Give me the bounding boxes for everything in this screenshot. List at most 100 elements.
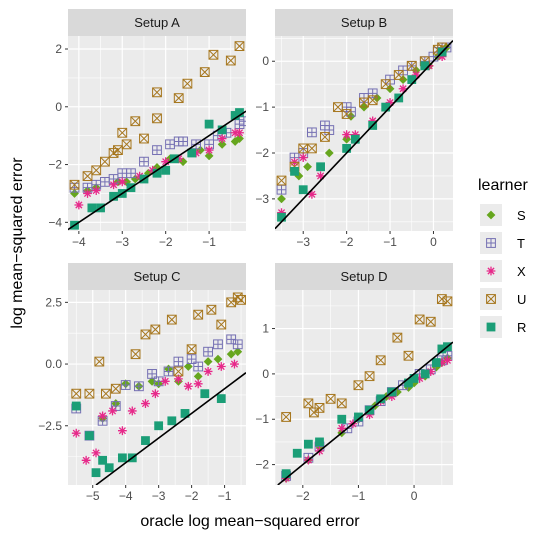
point-T [139, 156, 149, 167]
point-R [200, 389, 210, 399]
panel-strip [68, 263, 246, 290]
point-X [298, 153, 308, 162]
point-T [213, 339, 223, 350]
point-U [139, 133, 149, 144]
panel-strip [275, 9, 453, 36]
point-R [316, 162, 325, 172]
point-S [233, 347, 243, 357]
point-R [342, 144, 352, 153]
point-S [178, 157, 188, 167]
legend-marker-R [486, 322, 496, 332]
point-X [398, 84, 408, 94]
point-S [213, 354, 223, 364]
point-U [303, 398, 314, 409]
point-S [130, 174, 140, 184]
y-tick-label: −2 [255, 146, 269, 160]
point-R [437, 344, 447, 354]
point-U [91, 165, 102, 176]
point-X [316, 171, 325, 181]
point-R [409, 374, 419, 383]
point-T [193, 361, 204, 372]
points [69, 41, 246, 230]
point-T [163, 366, 174, 377]
point-X [216, 362, 226, 371]
point-R [167, 416, 177, 426]
panel-title: Setup B [341, 15, 387, 30]
panel-background [68, 290, 246, 485]
point-S [196, 145, 205, 155]
point-X [203, 367, 213, 376]
point-U [236, 294, 246, 305]
x-tick-label: −3 [296, 235, 310, 249]
point-U [380, 79, 391, 90]
point-U [425, 316, 436, 327]
y-tick-label: 1 [262, 322, 269, 336]
point-R [154, 421, 164, 431]
x-tick-label: −4 [119, 489, 133, 503]
point-U [353, 380, 364, 391]
points [71, 292, 246, 478]
point-U [152, 113, 162, 124]
point-X [342, 130, 352, 140]
point-R [277, 212, 286, 222]
point-U [101, 388, 111, 399]
point-U [121, 139, 132, 150]
point-S [193, 371, 203, 381]
point-X [109, 180, 118, 190]
point-X [127, 406, 137, 416]
point-X [71, 428, 81, 438]
point-R [117, 453, 127, 463]
point-T [147, 369, 157, 379]
point-T [178, 136, 188, 147]
point-S [217, 139, 227, 149]
x-tick-label: −1 [202, 235, 216, 249]
point-U [113, 145, 123, 156]
point-R [431, 358, 441, 367]
point-U [406, 60, 417, 71]
legend-item-S: S [480, 204, 526, 226]
point-R [91, 468, 101, 478]
legend-marker-T [486, 238, 496, 248]
x-tick-label: −4 [72, 235, 86, 249]
point-R [217, 125, 227, 135]
panel-background [68, 36, 246, 231]
point-X [117, 177, 127, 187]
y-tick-label: 2.5 [45, 295, 62, 309]
legend-label: R [517, 320, 526, 335]
point-U [173, 93, 184, 104]
point-X [117, 426, 127, 436]
point-X [108, 406, 117, 416]
point-R [235, 108, 244, 117]
point-U [333, 102, 343, 113]
point-X [91, 186, 101, 195]
y-tick-label: −4 [48, 215, 62, 229]
point-T [203, 346, 213, 357]
point-U [130, 116, 141, 127]
point-U [100, 156, 110, 167]
point-R [420, 369, 430, 379]
point-X [411, 70, 421, 80]
point-R [337, 414, 347, 424]
point-R [104, 463, 114, 473]
point-U [69, 179, 80, 190]
point-X [230, 359, 239, 369]
reference-line [275, 40, 453, 230]
x-tick-label: 0 [411, 489, 418, 503]
point-U [140, 329, 151, 340]
panel-strip [68, 9, 246, 36]
point-X [387, 392, 397, 401]
point-X [235, 128, 244, 138]
reference-line [277, 341, 453, 485]
point-U [216, 319, 227, 330]
point-U [234, 41, 245, 52]
point-U [276, 175, 287, 186]
point-R [315, 437, 324, 447]
panel-3: Setup C −5 −4 −3 −2 −1 −2.5 0.0 2.5 [38, 263, 246, 503]
point-R [354, 412, 363, 422]
point-T [232, 339, 243, 350]
point-S [431, 362, 441, 372]
y-tick-label: −2.5 [38, 419, 62, 433]
point-R [350, 134, 360, 144]
point-U [130, 349, 141, 360]
point-S [204, 151, 214, 161]
